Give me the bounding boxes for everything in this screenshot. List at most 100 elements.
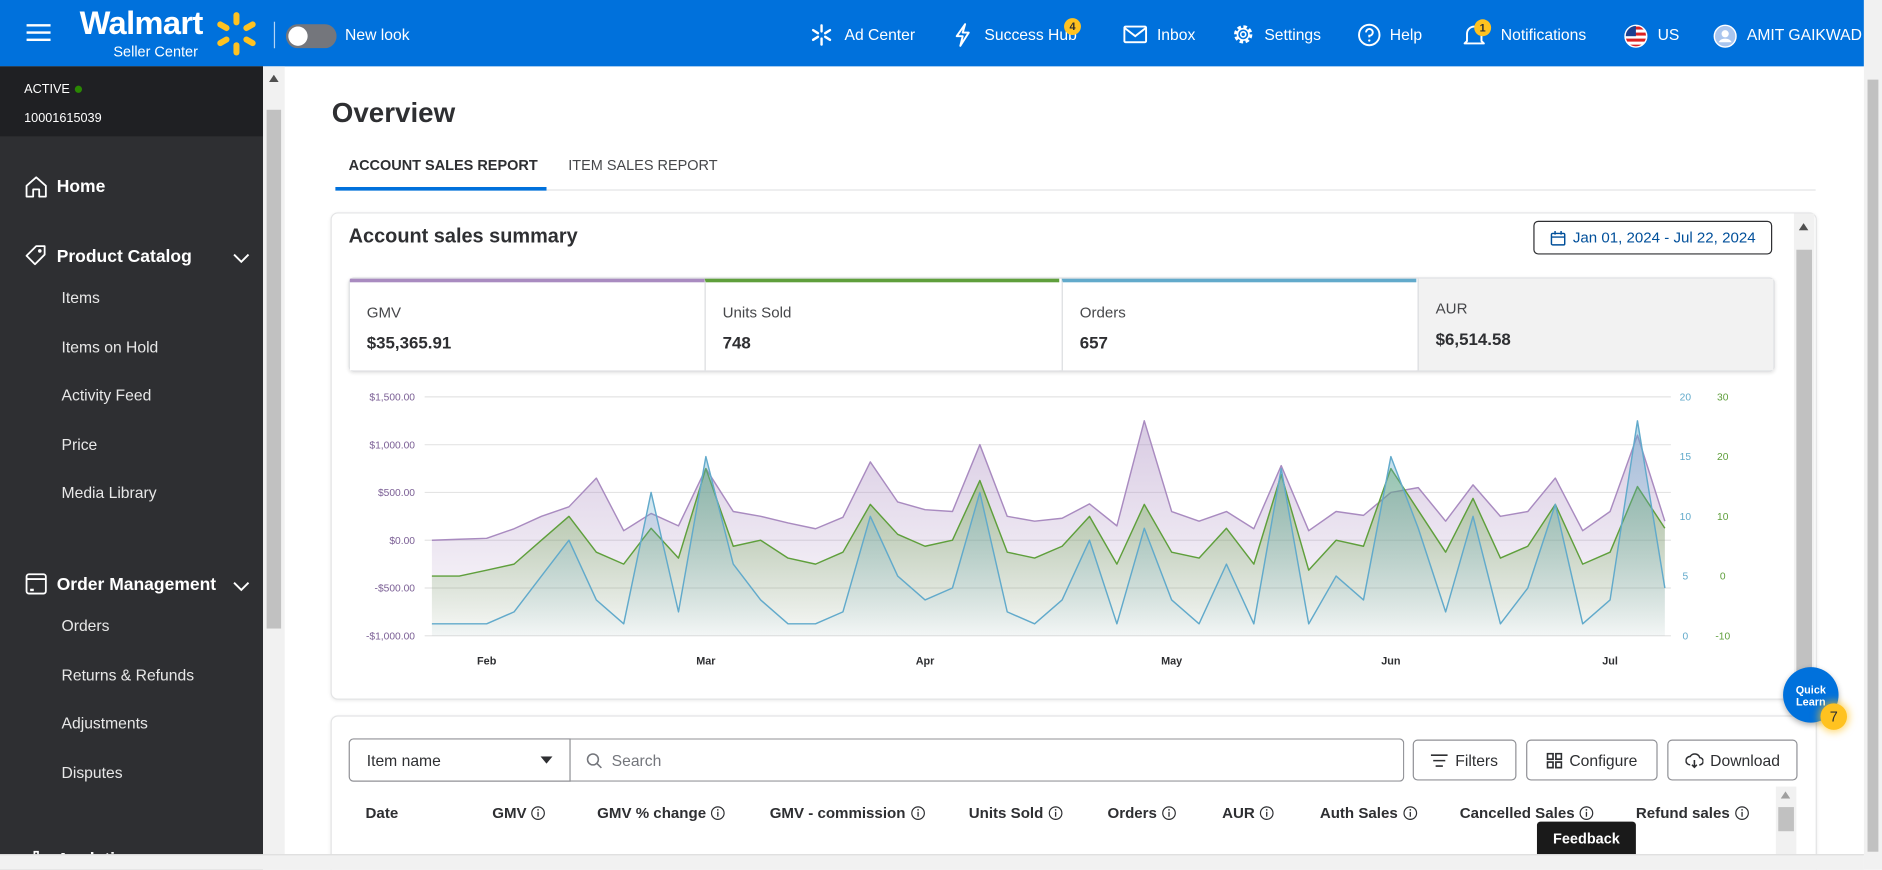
scrollbar-thumb[interactable] (1778, 807, 1794, 832)
filters-icon (1431, 753, 1449, 767)
column-header[interactable]: GMV - commission (770, 805, 925, 822)
column-header[interactable]: Refund sales (1636, 805, 1749, 822)
column-header[interactable]: GMV % change (597, 804, 726, 822)
nav-link[interactable]: Ad Center (844, 25, 916, 44)
kpi-label: AUR (1435, 300, 1468, 318)
feedback-tab[interactable]: Feedback (1536, 821, 1636, 856)
line (431, 420, 1666, 625)
nav-link[interactable]: US (1657, 25, 1680, 44)
y3-tick-label: 20 (1717, 452, 1729, 463)
date-picker[interactable]: Jan 01, 2024 - Jul 22, 2024 (1533, 220, 1773, 255)
kpi-card: Units Sold 748 (704, 278, 1060, 371)
nav-item[interactable]: Disputes (61, 763, 123, 782)
menu-icon[interactable] (26, 23, 51, 42)
nav-link[interactable]: AMIT GAIKWAD (1746, 25, 1862, 44)
tab[interactable]: ITEM SALES REPORT (568, 156, 718, 174)
home-icon (25, 176, 47, 198)
nav-item[interactable]: Items on Hold (61, 337, 159, 356)
nav-item[interactable]: Orders (61, 616, 110, 635)
kpi-card: GMV $35,365.91 (349, 278, 705, 371)
quick-learn-button[interactable]: Quick Learn (1783, 667, 1839, 723)
toggle[interactable] (285, 24, 337, 49)
tab-indicator (335, 186, 547, 191)
plot: -$1,000.00 -$500.00 $0.00 $500.00 $1,000.00 $… (366, 393, 1730, 668)
info-icon (1402, 806, 1417, 820)
kpi-value: 748 (722, 332, 751, 353)
column-select[interactable]: Item name (348, 738, 571, 782)
scrollbar-thumb[interactable] (1796, 249, 1813, 691)
spark-logo (217, 12, 256, 56)
column-header[interactable]: Auth Sales (1320, 805, 1417, 822)
section-icon (25, 573, 47, 595)
search-input[interactable]: Search (569, 738, 1405, 782)
nav-item[interactable]: Media Library (61, 483, 157, 502)
kpi-label: Orders (1079, 304, 1126, 321)
sidebar-scrollbar[interactable] (262, 66, 285, 870)
help-icon (1358, 23, 1381, 47)
summary-title: Account sales summary (348, 225, 578, 248)
column-label: Date (365, 804, 399, 822)
column-header[interactable]: Cancelled Sales (1460, 805, 1594, 822)
column-header[interactable]: AUR (1222, 805, 1274, 822)
nav-item[interactable]: Adjustments (61, 714, 148, 733)
top-bar: Walmart Seller Center New look Ad Center… (0, 0, 1864, 67)
line (431, 467, 1666, 577)
nav-link[interactable]: Success Hub (984, 25, 1077, 44)
card-scrollbar[interactable] (1793, 213, 1815, 697)
column-header[interactable]: Date (366, 805, 399, 822)
download-icon (1684, 752, 1703, 768)
account-status: ACTIVE 10001615039 (0, 66, 263, 137)
success-hub-icon (955, 23, 970, 47)
scrollbar-thumb[interactable] (1867, 79, 1879, 852)
nav-item[interactable]: Activity Feed (61, 386, 152, 405)
info-icon (1048, 806, 1063, 820)
section-title[interactable]: Product Catalog (56, 247, 192, 267)
x-tick-label: Jun (1381, 656, 1400, 668)
nav-item[interactable]: Items (61, 288, 100, 307)
nav-item[interactable]: Price (61, 434, 98, 454)
download-button[interactable]: Download (1667, 739, 1798, 781)
line (431, 420, 1666, 541)
page-scrollbar[interactable] (1863, 0, 1882, 870)
column-label: Refund sales (1635, 804, 1730, 822)
column-label: Orders (1107, 804, 1157, 822)
chart: -$1,000.00 -$500.00 $0.00 $500.00 $1,000.00 $… (366, 393, 1730, 668)
brand[interactable]: Walmart (79, 4, 204, 42)
tab-active[interactable]: ACCOUNT SALES REPORT (348, 156, 538, 174)
kpi-card: Orders 657 (1061, 278, 1417, 371)
calendar-icon (1550, 230, 1566, 246)
scroll-up[interactable] (1780, 791, 1791, 799)
nav-item[interactable]: Returns & Refunds (61, 665, 195, 684)
kpi-label: GMV (366, 304, 402, 321)
scroll-up[interactable] (1798, 223, 1809, 231)
nav-home[interactable]: Home (56, 177, 106, 197)
button-label: Filters (1455, 750, 1498, 770)
info-icon (1259, 806, 1274, 820)
section-icon (25, 245, 46, 266)
chevron (233, 253, 250, 264)
nav-link[interactable]: Notifications (1500, 25, 1587, 44)
horizontal-scrollbar[interactable] (0, 854, 1864, 870)
nav-link[interactable]: Settings (1264, 25, 1322, 44)
scrollbar-thumb[interactable] (266, 109, 282, 629)
column-label: GMV % change (597, 804, 707, 822)
y2-tick-label: 20 (1680, 393, 1692, 404)
table-scrollbar[interactable] (1775, 786, 1797, 862)
column-header[interactable]: GMV (492, 805, 546, 822)
configure-button[interactable]: Configure (1526, 739, 1658, 781)
page-title: Overview (331, 96, 456, 128)
nav-link[interactable]: Inbox (1156, 25, 1196, 44)
y2-tick-label: 10 (1680, 512, 1692, 523)
scroll-up[interactable] (269, 74, 279, 83)
status-dot (74, 85, 83, 93)
nav-link[interactable]: Help (1389, 25, 1423, 44)
settings-icon (1234, 25, 1253, 44)
column-header[interactable]: Units Sold (969, 805, 1063, 822)
x-tick-label: Mar (696, 656, 716, 668)
column-header[interactable]: Orders (1107, 805, 1176, 822)
badge: 1 (1474, 19, 1492, 37)
filters-button[interactable]: Filters (1412, 739, 1517, 781)
kpi-card: AUR $6,514.58 (1417, 278, 1774, 371)
section-title[interactable]: Order Management (56, 575, 217, 595)
select-value: Item name (366, 750, 441, 770)
